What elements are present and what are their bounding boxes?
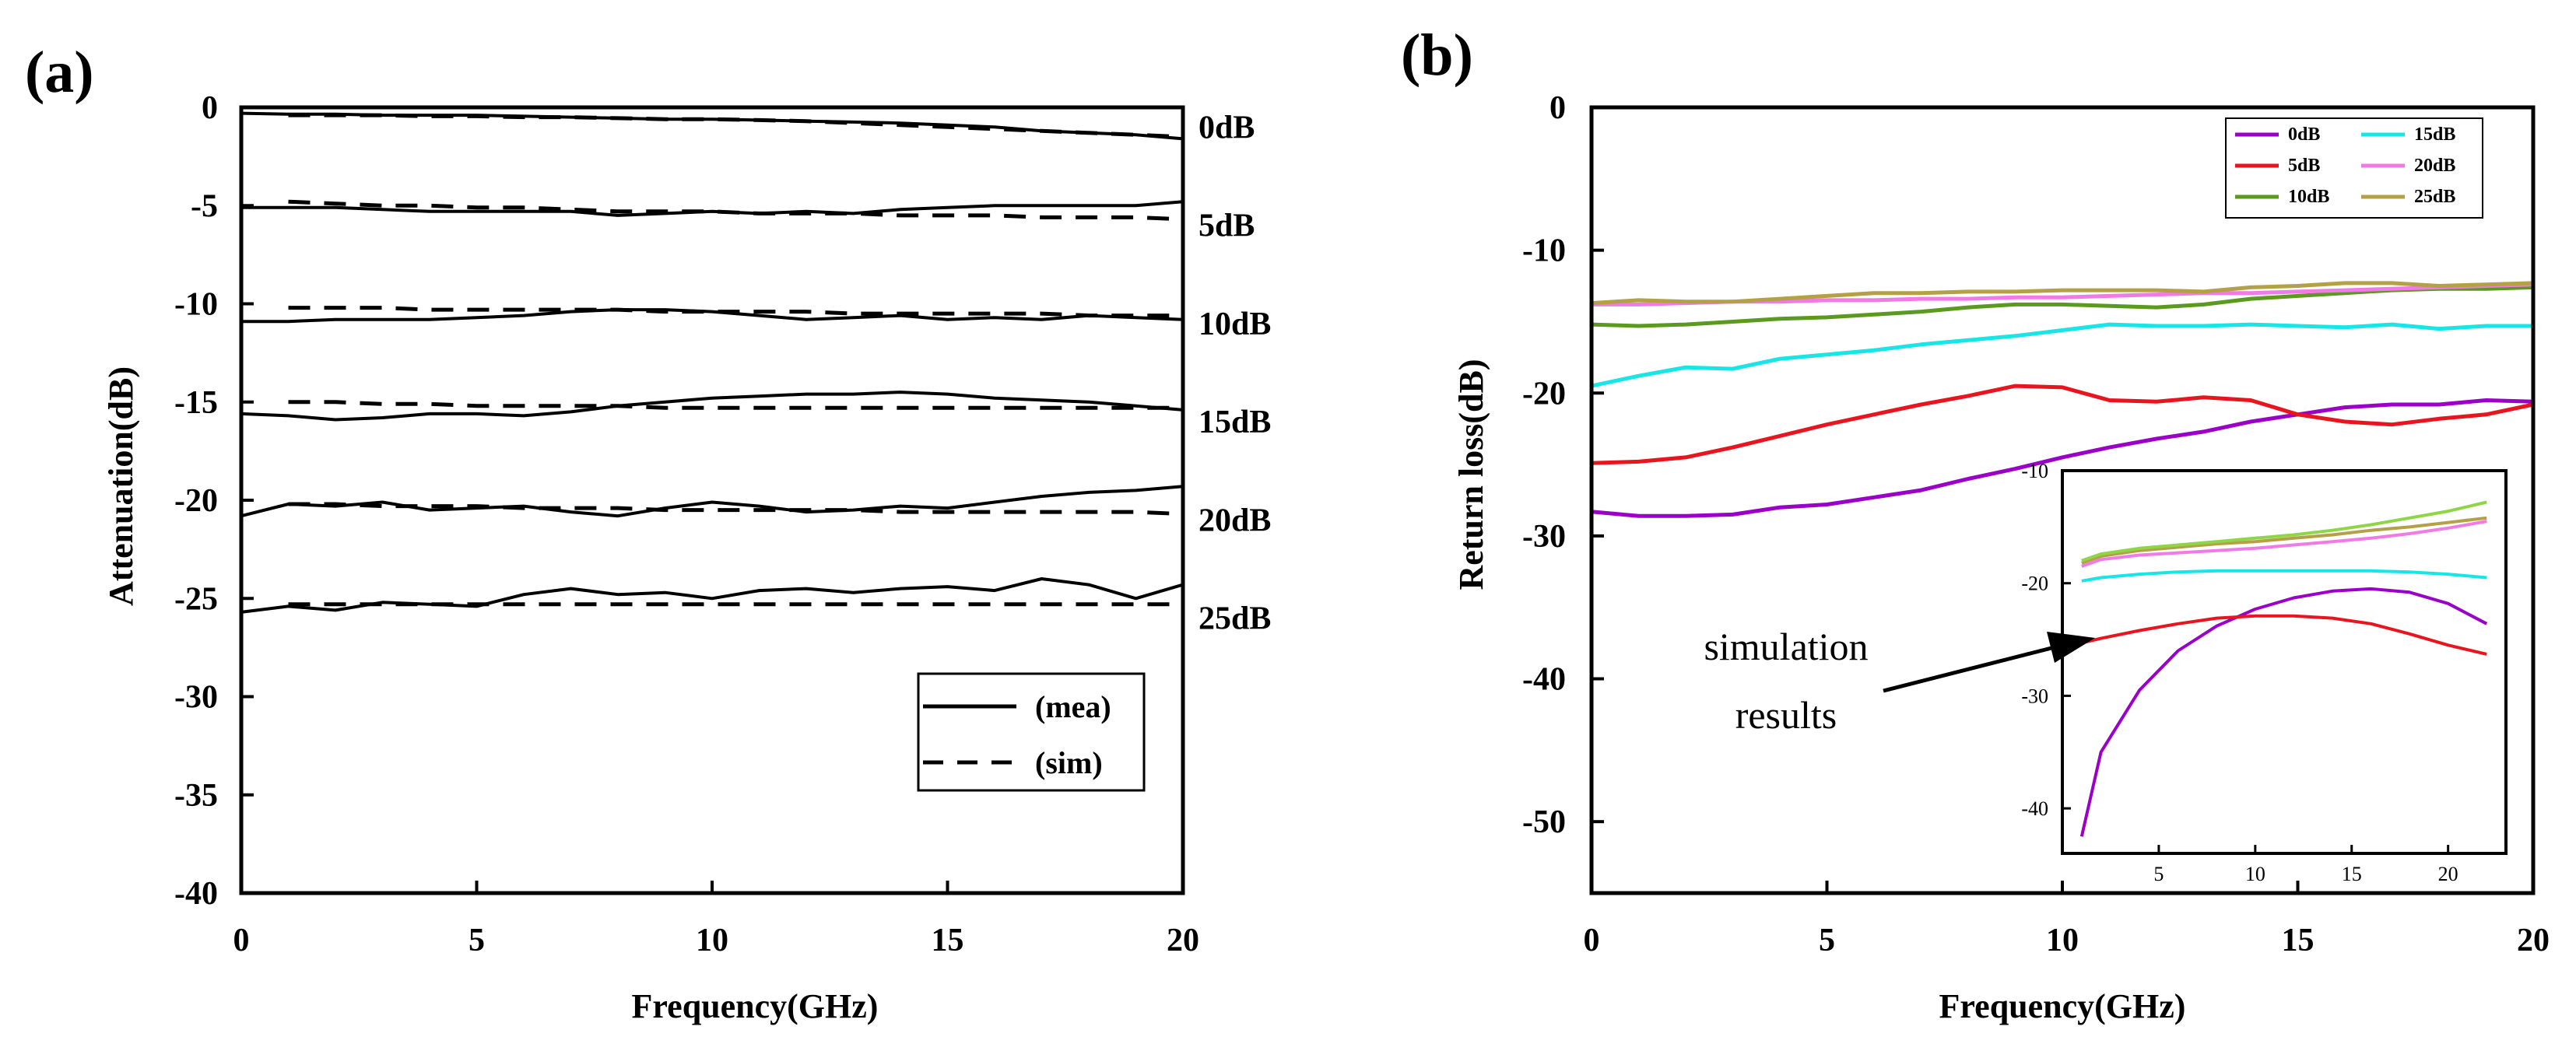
panel-a-y-axis-title: Attenuation(dB): [102, 366, 140, 606]
panel-b-series-0db: [1591, 398, 2534, 518]
panel-a-series-label-15db: 15dB: [1199, 405, 1271, 440]
panel-a-series-15db-mea: [240, 391, 1184, 422]
panel-a-series-label-5db: 5dB: [1199, 208, 1255, 244]
panel-a-legend: (mea) (sim): [917, 672, 1146, 792]
panel-a-series-label-10db: 10dB: [1199, 307, 1271, 342]
panel-a-y-tick-label: -25: [174, 581, 218, 617]
panel-b-y-tick-label: -40: [1522, 662, 1566, 698]
panel-b-series-5db: [1591, 384, 2534, 465]
panel-b-y-axis-title: Return loss(dB): [1452, 359, 1490, 590]
inset-x-tick-label: 20: [2438, 863, 2458, 885]
panel-b-y-tick-label: -10: [1522, 233, 1566, 269]
legend-label-10db: 10dB: [2288, 187, 2329, 207]
panel-a-plot-frame: [239, 105, 1185, 895]
inset-plot-frame: [2061, 469, 2508, 855]
panel-a-x-tick-label: 20: [1167, 923, 1199, 958]
panel-b-x-tick-label: 5: [1819, 923, 1835, 958]
panel-b-series-10db: [1591, 285, 2534, 328]
panel-a-series-0db-sim: [288, 113, 1184, 139]
panel-a-y-tick-label: -5: [191, 188, 218, 224]
inset-y-tick-label: -30: [2021, 685, 2048, 707]
legend-label-15db: 15dB: [2414, 124, 2455, 145]
annotation-line-2: results: [1735, 693, 1837, 737]
panel-b-x-tick-label: 10: [2046, 923, 2079, 958]
panel-a-series-0db-mea: [240, 111, 1184, 141]
panel-b-y-tick-label: -50: [1522, 804, 1566, 840]
annotation-line-1: simulation: [1704, 625, 1868, 668]
panel-a-series-label-20db: 20dB: [1199, 503, 1271, 538]
panel-a-y-tick-label: -40: [174, 876, 218, 912]
panel-a-series-5db-mea: [241, 200, 1184, 217]
inset-y-tick-label: -20: [2021, 573, 2048, 595]
panel-a-y-tick-label: -15: [174, 385, 218, 421]
panel-b: (b) Return loss(dB) Frequency(GHz) 0 5 10 1…: [1401, 23, 2550, 1025]
panel-b-series-25db: [1591, 281, 2534, 306]
panel-a-series-10db-mea: [241, 308, 1184, 324]
panel-a-y-tick-label: -10: [174, 287, 218, 323]
panel-a: (a) Attenuation(dB) Frequency(GHz) 0 5 10 1…: [25, 40, 1271, 1025]
legend-label-0db: 0dB: [2288, 124, 2320, 145]
panel-a-series-5db-sim: [288, 199, 1184, 222]
panel-a-x-tick-label: 5: [469, 923, 485, 958]
inset-series-5db: [2081, 614, 2487, 656]
panel-a-y-tick-label: -30: [174, 680, 218, 716]
panel-b-plot-frame: [1589, 105, 2536, 895]
panel-a-x-tick-label: 0: [233, 923, 250, 958]
panel-a-x-tick-label: 15: [932, 923, 964, 958]
panel-b-x-tick-label: 0: [1584, 923, 1600, 958]
inset-series-0db: [2079, 587, 2488, 837]
inset-x-tick-label: 5: [2153, 863, 2164, 885]
panel-a-x-tick-label: 10: [696, 923, 728, 958]
panel-b-series-15db: [1591, 322, 2533, 388]
panel-b-legend: 0dB 5dB 10dB 15dB 20dB 25dB: [2225, 117, 2483, 219]
annotation-arrow-shaft: [1883, 645, 2055, 693]
panel-a-series-label-25db: 25dB: [1199, 601, 1271, 637]
legend-sim-label: (sim): [1035, 745, 1103, 780]
panel-a-y-tick-label: -35: [174, 778, 218, 814]
panel-a-letter: (a): [25, 40, 94, 105]
panel-b-letter: (b): [1401, 23, 1473, 88]
panel-a-y-tick-label: -20: [174, 483, 218, 519]
panel-a-series-10db-sim: [288, 306, 1183, 318]
inset-y-tick-label: -10: [2021, 460, 2048, 482]
inset-series-15db: [2081, 569, 2487, 583]
inset-x-tick-label: 10: [2245, 863, 2265, 885]
panel-a-series-label-0db: 0dB: [1199, 110, 1255, 145]
inset-series-25db: [2081, 516, 2487, 565]
panel-b-y-tick-label: -30: [1522, 519, 1566, 555]
simulation-annotation: simulation results: [1704, 625, 2095, 737]
legend-label-5db: 5dB: [2288, 156, 2320, 176]
legend-label-20db: 20dB: [2414, 156, 2455, 176]
inset-y-tick-label: -40: [2021, 797, 2048, 820]
panel-a-series-15db-sim: [288, 400, 1183, 410]
inset-x-tick-label: 15: [2342, 863, 2362, 885]
panel-b-inset: 5 10 15 20 -10 -20 -30 -40: [2021, 460, 2508, 885]
legend-mea-label: (mea): [1035, 689, 1111, 724]
panel-b-x-axis-title: Frequency(GHz): [1939, 987, 2186, 1025]
panel-a-y-tick-label: 0: [202, 90, 218, 126]
panel-a-legend-box: [917, 672, 1146, 792]
panel-a-series-20db-sim: [288, 502, 1184, 517]
panel-b-x-tick-label: 20: [2517, 923, 2550, 958]
inset-series-10db: [2081, 500, 2487, 562]
panel-a-x-axis-title: Frequency(GHz): [632, 987, 879, 1025]
panel-b-y-tick-label: -20: [1522, 376, 1566, 412]
panel-a-series-25db-mea: [240, 577, 1184, 614]
legend-label-25db: 25dB: [2414, 187, 2455, 207]
panel-b-x-tick-label: 15: [2282, 923, 2315, 958]
inset-series-20db: [2081, 520, 2487, 568]
annotation-arrow-head: [2047, 632, 2095, 663]
panel-b-y-tick-label: 0: [1549, 90, 1566, 126]
